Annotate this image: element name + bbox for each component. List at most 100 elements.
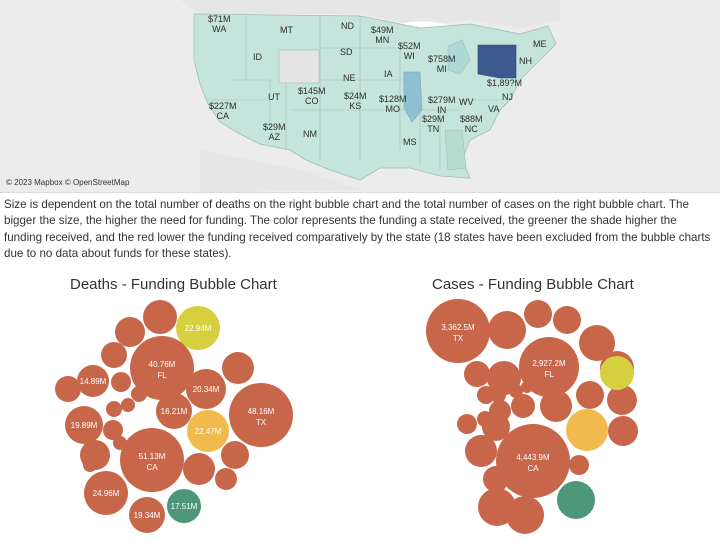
deaths-bubble-chart[interactable]: 22.94M 40.76M FL 14.89M 20.34M 48.16M TX 16.21M… [55, 300, 293, 533]
deaths-bubble-unlabeled[interactable] [55, 376, 81, 402]
map-label-nc: $88M NC [460, 114, 483, 134]
cases-bubble-unlabeled[interactable] [457, 414, 477, 434]
map-label-ks: $24M KS [344, 91, 367, 111]
deaths-bubble-unlabeled[interactable] [103, 420, 123, 440]
cases-bubble-ca[interactable] [496, 424, 570, 498]
cases-bubble-unlabeled[interactable] [540, 390, 572, 422]
cases-bubble-unlabeled[interactable] [608, 416, 638, 446]
mi-state[interactable] [447, 39, 471, 75]
deaths-bubble-19-89m-value: 19.89M [71, 421, 98, 430]
cases-bubble-unlabeled[interactable] [506, 496, 544, 534]
deaths-bubble-22-94m-value: 22.94M [185, 324, 212, 333]
wy-state[interactable] [278, 49, 320, 84]
deaths-bubble-ca[interactable] [120, 428, 184, 492]
map-label-ny: $1,89?M [487, 78, 523, 88]
cases-chart-title: Cases - Funding Bubble Chart [432, 276, 634, 293]
deaths-bubble-unlabeled[interactable] [183, 453, 215, 485]
bubble-charts[interactable]: 22.94M 40.76M FL 14.89M 20.34M 48.16M TX 16.21M… [0, 295, 720, 540]
map-panel[interactable]: $71M WA MT ND $49M MN $52M WI ME ID SD $758M MI NH $1,… [0, 0, 720, 193]
cases-bubble-unlabeled[interactable] [511, 394, 535, 418]
deaths-bubble-unlabeled[interactable] [215, 468, 237, 490]
us-map[interactable] [0, 0, 720, 192]
deaths-bubble-unlabeled[interactable] [111, 372, 131, 392]
deaths-bubble-24-96m[interactable] [84, 471, 128, 515]
cases-bubble-fl[interactable] [519, 337, 579, 397]
cases-bubble-unlabeled[interactable] [482, 413, 510, 441]
deaths-bubble-22-47m[interactable] [187, 410, 229, 452]
map-label-id: ID [253, 52, 262, 62]
cases-bubble-fl-state: FL [544, 370, 554, 379]
map-label-az: $29M AZ [263, 122, 286, 142]
deaths-bubble-22-94m[interactable] [176, 306, 220, 350]
deaths-bubble-unlabeled[interactable] [83, 458, 97, 472]
cases-bubble-orange[interactable] [566, 409, 608, 451]
cases-bubble-unlabeled[interactable] [488, 311, 526, 349]
deaths-bubble-unlabeled[interactable] [221, 441, 249, 469]
il-state[interactable] [403, 71, 423, 123]
mexico-region [200, 150, 360, 192]
deaths-bubble-20-34m[interactable] [186, 369, 226, 409]
cases-bubble-unlabeled[interactable] [553, 306, 581, 334]
ga-state[interactable] [444, 129, 467, 171]
deaths-bubble-16-21m[interactable] [156, 393, 192, 429]
cases-bubble-unlabeled[interactable] [576, 381, 604, 409]
map-label-sd: SD [340, 47, 353, 57]
cases-bubble-tx[interactable] [426, 299, 490, 363]
deaths-bubble-19-89m[interactable] [65, 406, 103, 444]
cases-bubble-unlabeled[interactable] [607, 385, 637, 415]
ny-state[interactable] [477, 44, 517, 79]
cases-bubble-tx-state: TX [453, 334, 464, 343]
cases-bubble-ca-value: 4,443.9M [516, 453, 550, 462]
deaths-bubble-ca-state: CA [146, 463, 158, 472]
deaths-bubble-24-96m-value: 24.96M [93, 489, 120, 498]
map-label-nm: NM [303, 129, 317, 139]
deaths-bubble-unlabeled[interactable] [106, 401, 122, 417]
deaths-bubble-19-34m[interactable] [129, 497, 165, 533]
cases-bubble-unlabeled[interactable] [477, 386, 495, 404]
map-label-in: $279M IN [428, 95, 456, 115]
deaths-bubble-fl[interactable] [130, 336, 194, 400]
deaths-bubble-19-34m-value: 19.34M [134, 511, 161, 520]
deaths-bubble-14-89m[interactable] [77, 365, 109, 397]
deaths-bubble-unlabeled[interactable] [121, 398, 135, 412]
deaths-bubble-17-51m[interactable] [167, 489, 201, 523]
cases-bubble-yellow[interactable] [600, 356, 634, 390]
map-label-ne: NE [343, 73, 356, 83]
map-label-me: ME [533, 39, 547, 49]
map-label-va: VA [488, 104, 500, 114]
map-label-wa: $71M WA [208, 14, 231, 34]
cases-bubble-unlabeled[interactable] [524, 300, 552, 328]
map-label-co: $145M CO [298, 86, 326, 106]
cases-bubble-unlabeled[interactable] [579, 325, 615, 361]
map-label-wv: WV [459, 97, 474, 107]
cases-bubble-unlabeled[interactable] [465, 435, 497, 467]
deaths-bubble-unlabeled[interactable] [222, 352, 254, 384]
deaths-bubble-tx-value: 48.16M [248, 407, 275, 416]
cases-bubble-unlabeled[interactable] [509, 384, 523, 398]
deaths-bubble-14-89m-value: 14.89M [80, 377, 107, 386]
chart-description: Size is dependent on the total number of… [4, 198, 711, 261]
deaths-bubble-17-51m-value: 17.51M [171, 502, 198, 511]
cases-bubble-ca-state: CA [527, 464, 539, 473]
deaths-bubble-22-47m-value: 22.47M [195, 427, 222, 436]
deaths-bubble-tx-state: TX [256, 418, 267, 427]
cases-bubble-chart[interactable]: 3,362.5M TX 2,927.2M FL 4,443.9M CA [426, 299, 638, 534]
cases-bubble-green[interactable] [557, 481, 595, 519]
deaths-bubble-unlabeled[interactable] [115, 317, 145, 347]
deaths-bubble-tx[interactable] [229, 383, 293, 447]
cases-bubble-fl-value: 2,927.2M [532, 359, 566, 368]
map-attribution[interactable]: © 2023 Mapbox © OpenStreetMap [6, 178, 130, 187]
deaths-chart-title: Deaths - Funding Bubble Chart [70, 276, 277, 293]
deaths-bubble-ca-value: 51.13M [139, 452, 166, 461]
cases-bubble-tx-value: 3,362.5M [441, 323, 475, 332]
map-label-mo: $128M MO [379, 94, 407, 114]
map-label-wi: $52M WI [398, 41, 421, 61]
cases-bubble-unlabeled[interactable] [464, 361, 490, 387]
deaths-bubble-unlabeled[interactable] [143, 300, 177, 334]
deaths-bubble-unlabeled[interactable] [101, 342, 127, 368]
cases-bubble-unlabeled[interactable] [569, 455, 589, 475]
map-label-ms: MS [403, 137, 417, 147]
state-borders [210, 16, 500, 170]
canada-region [180, 0, 560, 28]
map-label-nh: NH [519, 56, 532, 66]
